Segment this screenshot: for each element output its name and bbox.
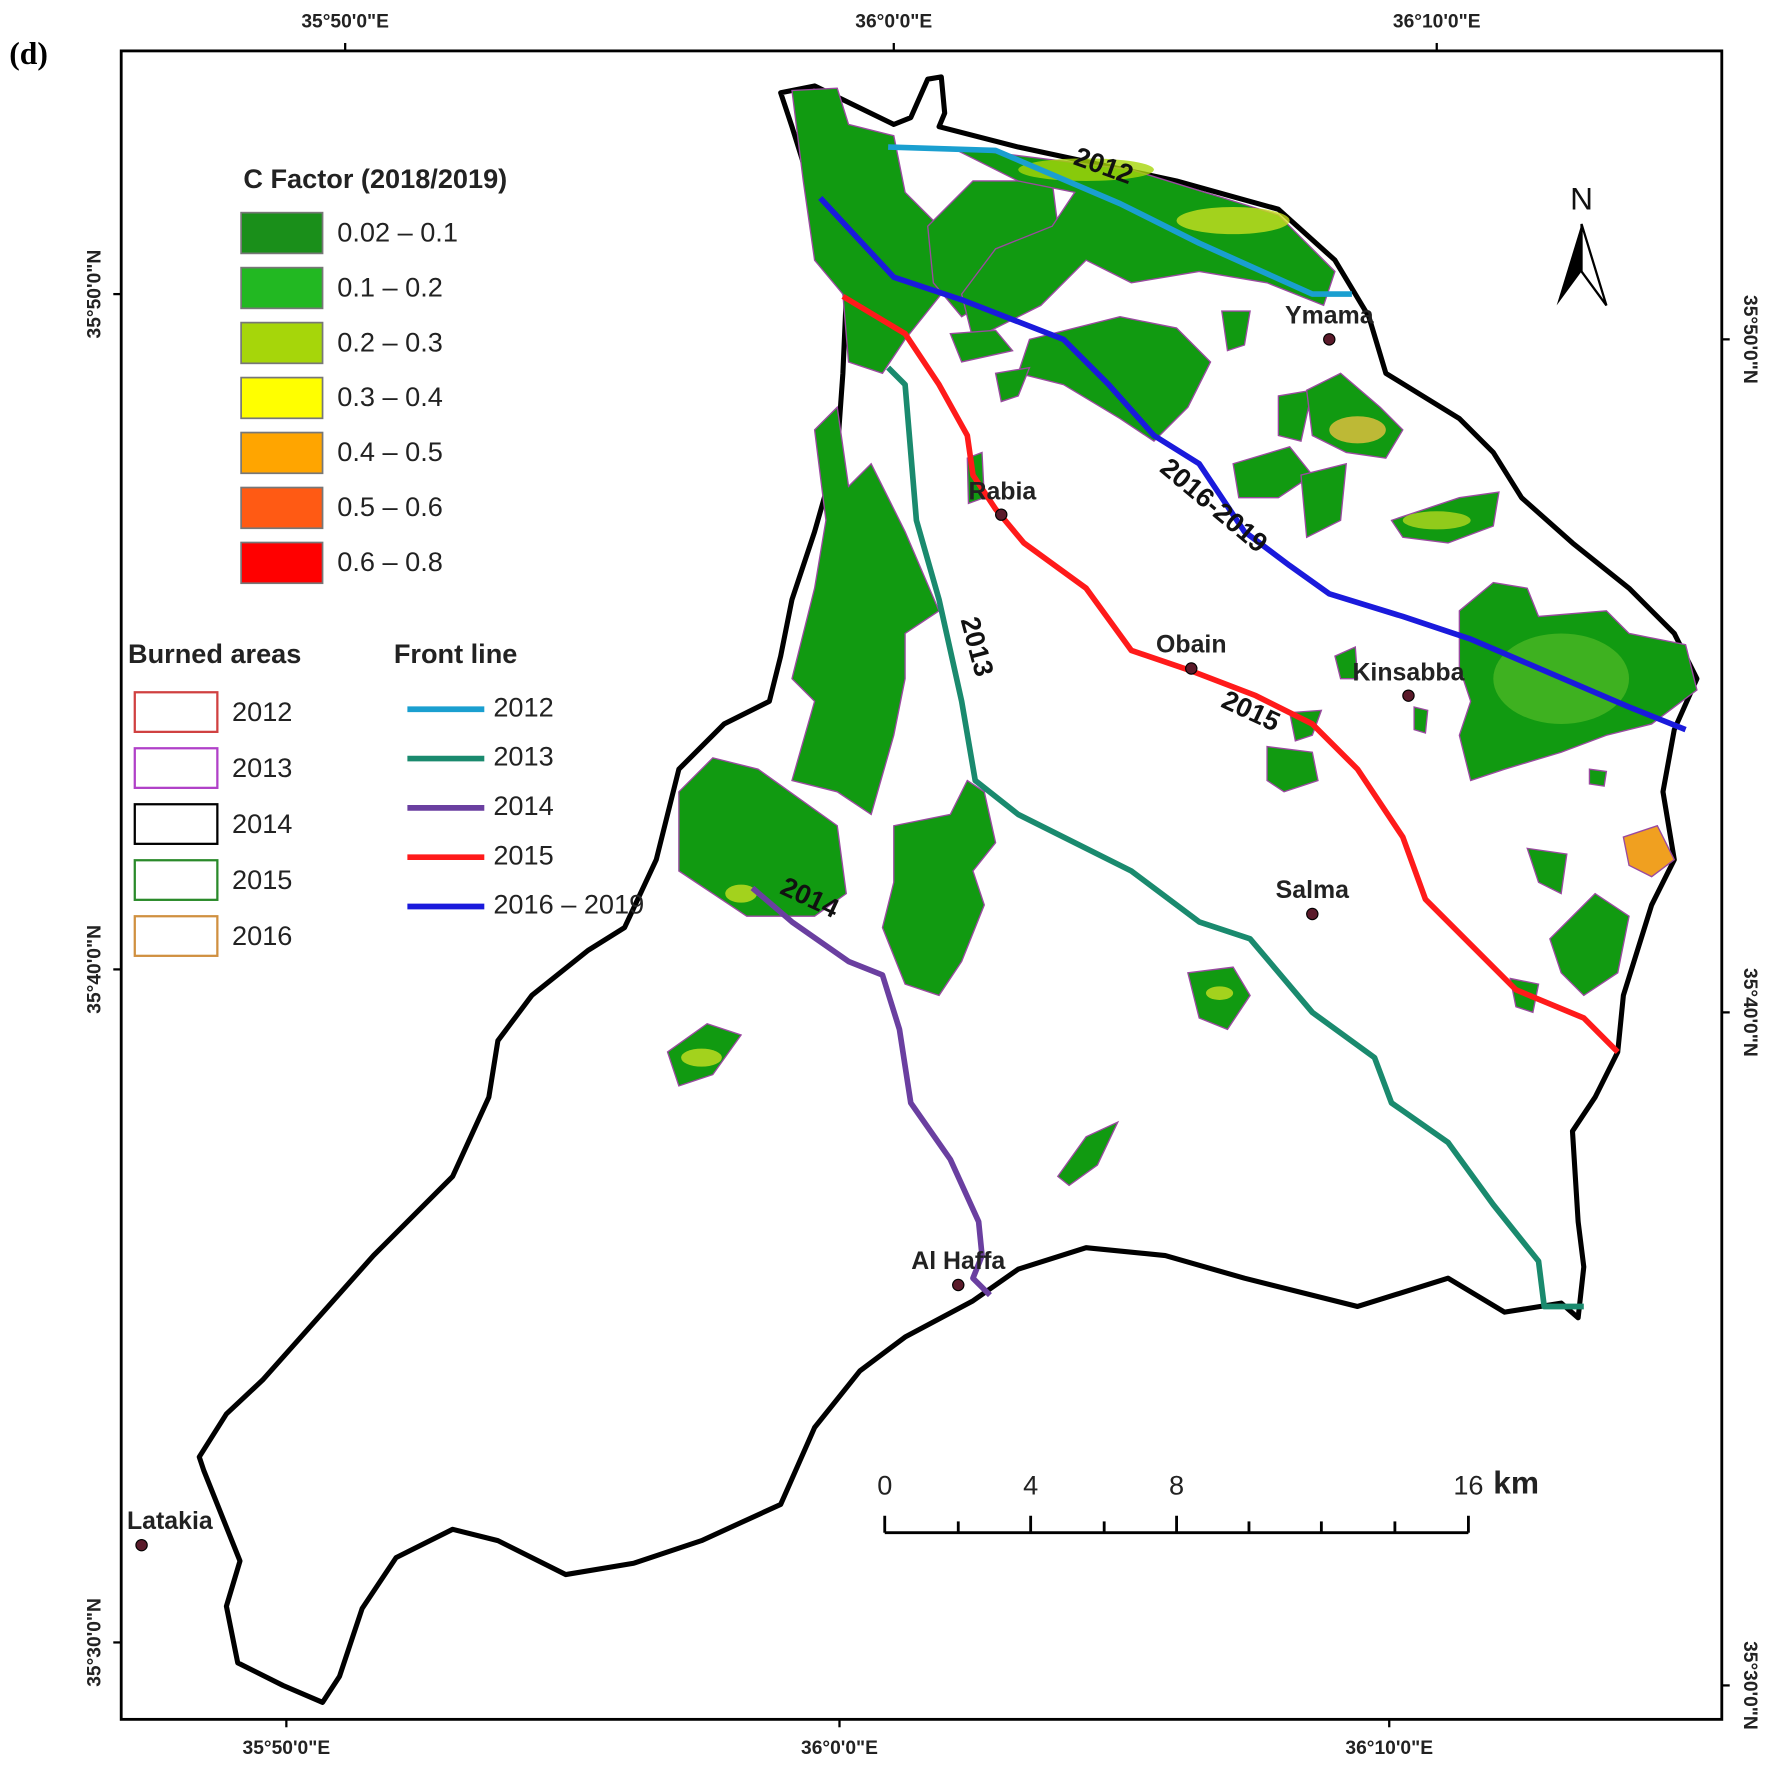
scale-label: 8 — [1169, 1470, 1184, 1501]
legend-swatch — [240, 211, 324, 255]
legend-label: 2012 — [232, 696, 292, 727]
coord-label: 36°0'0"E — [855, 12, 932, 33]
legend-swatch — [240, 486, 324, 530]
legend-label: 0.2 – 0.3 — [337, 326, 443, 357]
legend-swatch — [133, 859, 219, 901]
coord-label: 36°10'0"E — [1393, 12, 1481, 33]
coord-label: 35°40'0"N — [84, 925, 105, 1014]
legend-label: 2012 — [493, 691, 553, 722]
place-name: Ymama — [1285, 301, 1374, 329]
legend-swatch — [240, 266, 324, 310]
legend-label: 0.5 – 0.6 — [337, 491, 443, 522]
map-frame — [119, 49, 1724, 1721]
front-line-2016-2019 — [818, 196, 1687, 733]
front-line-2014 — [750, 885, 992, 1298]
legend-swatch — [240, 376, 324, 420]
north-arrow — [1556, 223, 1608, 307]
coord-label: 35°30'0"N — [84, 1598, 105, 1687]
legend-swatch — [240, 541, 324, 585]
coordinate-labels: 35°50'0"E 36°0'0"E 36°10'0"E 35°50'0"E 36°0'… — [84, 12, 1760, 1759]
scale-unit: km — [1493, 1465, 1539, 1501]
legend-swatch — [133, 915, 219, 957]
legend-label: 2016 – 2019 — [493, 889, 644, 920]
legends: 0.02 – 0.1 0.1 – 0.2 0.2 – 0.3 0.3 – 0.4 0.4… — [133, 211, 644, 957]
legend-label: 2014 — [232, 808, 292, 839]
legend-title: C Factor (2018/2019) — [243, 163, 507, 194]
legend-swatch — [133, 803, 219, 845]
legend-label: 0.6 – 0.8 — [337, 546, 443, 577]
front-line-2013 — [886, 365, 1584, 1310]
coord-label: 35°50'0"E — [301, 12, 389, 33]
legend-swatch — [133, 691, 219, 733]
scale-label: 4 — [1023, 1470, 1038, 1501]
panel-label: (d) — [9, 36, 48, 71]
coord-label: 35°50'0"N — [1739, 295, 1760, 384]
legend-label: 2013 — [493, 741, 553, 772]
legend-swatch — [240, 431, 324, 475]
legend-swatch — [240, 321, 324, 365]
legend-label: 0.02 – 0.1 — [337, 216, 458, 247]
north-label: N — [1570, 181, 1593, 217]
legend-label: 0.3 – 0.4 — [337, 381, 443, 412]
scale-bar — [883, 1515, 1470, 1535]
scale-label: 0 — [877, 1470, 892, 1501]
place-dots — [135, 333, 1415, 1552]
vegetation-patches — [666, 87, 1698, 1187]
front-line-2012 — [888, 144, 1352, 297]
place-name: Al Haffa — [911, 1247, 1005, 1275]
legend-label: 0.1 – 0.2 — [337, 271, 443, 302]
scale-label: 16 — [1453, 1470, 1483, 1501]
legend-label: 0.4 – 0.5 — [337, 436, 443, 467]
legend-label: 2015 — [232, 864, 292, 895]
place-name: Latakia — [127, 1507, 213, 1535]
coord-label: 36°0'0"E — [801, 1738, 878, 1759]
legend-label: 2016 — [232, 920, 292, 951]
place-name: Kinsabba — [1352, 659, 1464, 687]
legend-title: Burned areas — [128, 638, 301, 669]
legend-label: 2014 — [493, 790, 553, 821]
place-name: Salma — [1276, 876, 1349, 904]
legend-label: 2013 — [232, 752, 292, 783]
coord-label: 35°30'0"N — [1739, 1641, 1760, 1730]
legend-label: 2015 — [493, 839, 553, 870]
legend-title: Front line — [394, 638, 518, 669]
coord-label: 35°40'0"N — [1739, 968, 1760, 1057]
coord-label: 35°50'0"N — [84, 250, 105, 339]
place-name: Rabia — [969, 478, 1037, 506]
coord-label: 35°50'0"E — [243, 1738, 331, 1759]
coord-label: 36°10'0"E — [1345, 1738, 1433, 1759]
frame-ticks — [113, 42, 1730, 1728]
place-name: Obain — [1156, 630, 1226, 658]
legend-swatch — [133, 747, 219, 789]
